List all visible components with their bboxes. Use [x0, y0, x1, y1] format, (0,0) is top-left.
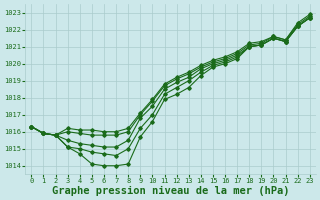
- X-axis label: Graphe pression niveau de la mer (hPa): Graphe pression niveau de la mer (hPa): [52, 186, 289, 196]
